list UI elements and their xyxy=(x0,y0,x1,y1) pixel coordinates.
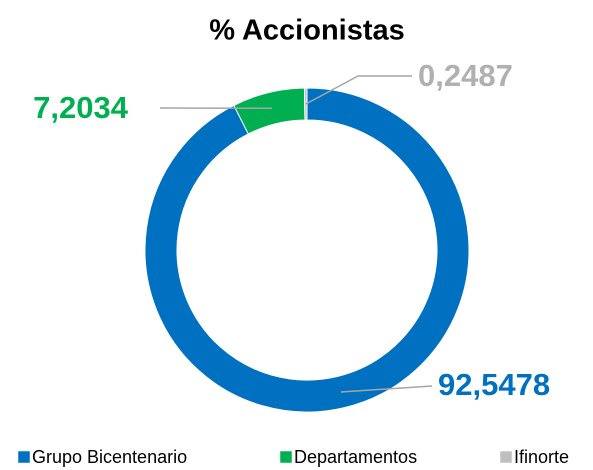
legend-label: Ifinorte xyxy=(514,447,569,467)
legend-label: Grupo Bicentenario xyxy=(32,447,187,467)
legend-swatch xyxy=(499,450,513,464)
donut-segment xyxy=(303,87,308,121)
legend-swatch xyxy=(279,450,293,464)
donut-segment xyxy=(233,87,306,135)
data-label: 7,2034 xyxy=(33,90,129,125)
data-label: 0,2487 xyxy=(418,58,513,93)
donut-segment xyxy=(144,87,470,413)
leader-line xyxy=(340,385,433,393)
legend-swatch xyxy=(17,450,31,464)
legend-label: Departamentos xyxy=(294,447,417,467)
chart-title: % Accionistas xyxy=(209,15,405,47)
data-label: 92,5478 xyxy=(438,367,550,402)
leader-line xyxy=(305,75,412,105)
